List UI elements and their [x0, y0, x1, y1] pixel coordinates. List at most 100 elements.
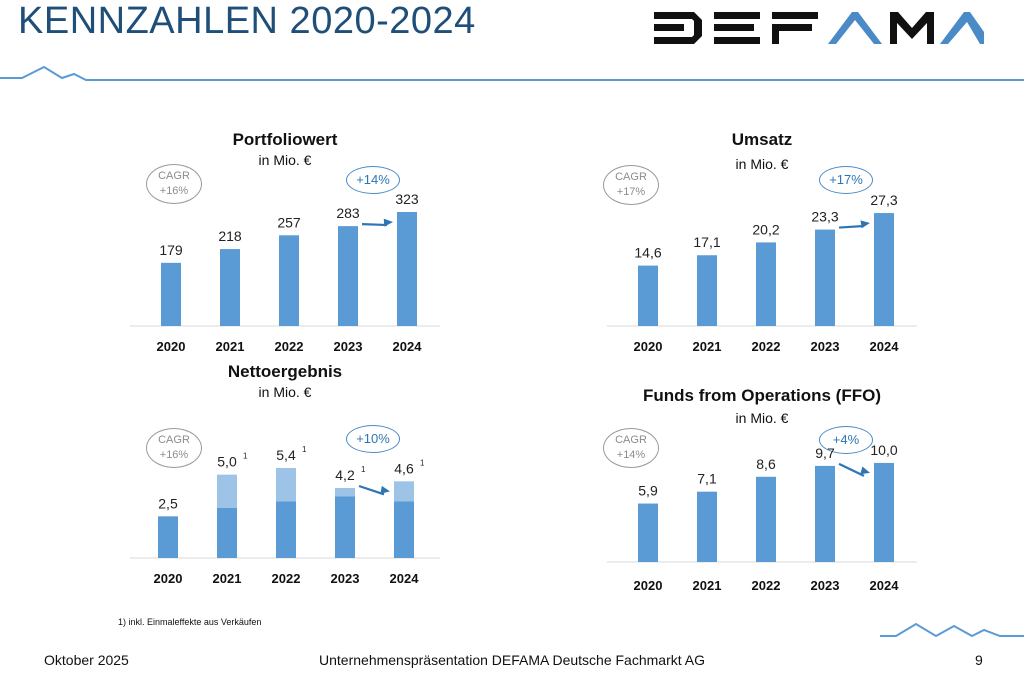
data-label-2024: 323 — [395, 191, 419, 207]
logo-letter-a2-roof — [940, 12, 984, 44]
footnote-mark-2022: 1 — [302, 445, 307, 454]
x-tick-label-2020: 2020 — [154, 571, 183, 586]
data-label-2022: 20,2 — [752, 221, 779, 237]
bar-2020 — [638, 265, 658, 326]
footnote-mark-2023: 1 — [361, 465, 366, 474]
cagr-value: +14% — [616, 449, 646, 461]
bar-oneoff-2021 — [217, 474, 237, 508]
data-label-2021: 5,0 — [217, 454, 237, 470]
cagr-value: +16% — [159, 449, 189, 461]
bar-oneoff-2024 — [394, 481, 414, 502]
chart-plot: 14,6 2020 17,1 2021 20,2 2022 23,3 2023 27,3 2024 — [607, 192, 917, 354]
bar-2022 — [279, 235, 299, 326]
bar-2022 — [276, 501, 296, 558]
chart-unit: in Mio. € — [735, 410, 789, 426]
x-tick-label-2021: 2021 — [213, 571, 242, 586]
bar-2024 — [397, 212, 417, 326]
footer-date: Oktober 2025 — [44, 652, 129, 668]
logo-letter-f — [772, 12, 818, 44]
cagr-badge: CAGR +17% — [603, 165, 659, 205]
bar-2023 — [815, 465, 835, 562]
growth-arrow-shaft — [838, 224, 865, 229]
x-tick-label-2024: 2024 — [870, 339, 900, 354]
cagr-label: CAGR — [615, 171, 647, 183]
x-tick-label-2024: 2024 — [390, 571, 420, 586]
data-label-2021: 7,1 — [697, 471, 717, 487]
x-tick-label-2022: 2022 — [272, 571, 301, 586]
page-title: KENNZAHLEN 2020-2024 — [18, 0, 476, 42]
x-tick-label-2022: 2022 — [752, 339, 781, 354]
x-tick-label-2020: 2020 — [634, 578, 663, 593]
data-label-2024: 4,6 — [394, 460, 414, 476]
chart-plot: 5,9 2020 7,1 2021 8,6 2022 9,7 2023 10,0 2024 — [607, 442, 917, 593]
growth-arrow-head — [860, 466, 870, 475]
defama-logo — [654, 12, 984, 44]
data-label-2022: 257 — [277, 214, 301, 230]
bar-2021 — [217, 508, 237, 558]
chart-umsatz: Umsatz in Mio. € CAGR +17% +17% 14,6 2020… — [597, 122, 927, 362]
cagr-label: CAGR — [158, 170, 190, 182]
growth-arrow-shaft — [361, 223, 388, 227]
bar-oneoff-2022 — [276, 468, 296, 502]
chart-title: Umsatz — [731, 130, 793, 149]
bar-2023 — [815, 229, 835, 326]
logo-letter-a-roof — [828, 12, 882, 44]
cagr-badge: CAGR +16% — [146, 428, 202, 468]
x-tick-label-2023: 2023 — [811, 578, 840, 593]
logo-letter-e — [714, 12, 760, 44]
chart-plot: 179 2020 218 2021 257 2022 283 2023 323 2024 — [130, 191, 440, 354]
chart-title: Funds from Operations (FFO) — [643, 386, 881, 405]
growth-arrow-shaft — [358, 484, 385, 496]
x-tick-label-2020: 2020 — [157, 339, 186, 354]
cagr-badge: CAGR +16% — [146, 164, 202, 204]
growth-arrow-head — [383, 218, 393, 227]
cagr-label: CAGR — [615, 434, 647, 446]
chart-ffo: Funds from Operations (FFO) in Mio. € CA… — [597, 354, 927, 594]
x-tick-label-2024: 2024 — [393, 339, 423, 354]
data-label-2022: 5,4 — [276, 447, 296, 463]
data-label-2020: 2,5 — [158, 495, 178, 511]
data-label-2023: 23,3 — [811, 209, 838, 225]
logo-letter-m — [890, 12, 934, 44]
x-tick-label-2021: 2021 — [693, 339, 722, 354]
footer-title: Unternehmenspräsentation DEFAMA Deutsche… — [319, 652, 705, 668]
data-label-2021: 17,1 — [693, 234, 720, 250]
growth-badge: +14% — [346, 166, 400, 194]
bar-2020 — [161, 262, 181, 326]
bar-2022 — [756, 476, 776, 562]
data-label-2024: 10,0 — [870, 442, 897, 458]
cagr-value: +16% — [159, 185, 189, 197]
cagr-value: +17% — [616, 186, 646, 198]
growth-badge: +4% — [819, 426, 873, 454]
x-tick-label-2021: 2021 — [216, 339, 245, 354]
bar-2024 — [874, 213, 894, 326]
x-tick-label-2022: 2022 — [752, 578, 781, 593]
bar-2024 — [874, 462, 894, 562]
x-tick-label-2023: 2023 — [811, 339, 840, 354]
logo-letter-d — [654, 12, 702, 44]
growth-arrow-head — [380, 485, 390, 494]
bar-2020 — [158, 516, 178, 558]
growth-badge: +17% — [819, 166, 873, 194]
x-tick-label-2024: 2024 — [870, 578, 900, 593]
chart-unit: in Mio. € — [258, 152, 312, 168]
footer-mountain-line — [880, 622, 1024, 638]
data-label-2024: 27,3 — [870, 192, 897, 208]
cagr-badge: CAGR +14% — [603, 428, 659, 468]
data-label-2023: 9,7 — [815, 445, 835, 461]
chart-title: Portfoliowert — [232, 130, 338, 149]
growth-arrow-shaft — [838, 462, 865, 477]
x-tick-label-2022: 2022 — [275, 339, 304, 354]
data-label-2022: 8,6 — [756, 456, 776, 472]
bar-2024 — [394, 501, 414, 558]
growth-arrow-head — [860, 220, 870, 229]
bar-2020 — [638, 503, 658, 562]
growth-badge: +10% — [346, 425, 400, 453]
page-number: 9 — [975, 652, 983, 668]
chart-plot: 2,5 2020 5,0 1 2021 5,4 1 2022 4,2 1 2023 4,6 1 2024 — [130, 445, 440, 586]
x-tick-label-2021: 2021 — [693, 578, 722, 593]
chart-title: Nettoergebnis — [227, 362, 343, 381]
chart-portfoliowert: Portfoliowert in Mio. € CAGR +16% +14% 1… — [120, 122, 450, 362]
bar-2022 — [756, 242, 776, 326]
cagr-label: CAGR — [158, 434, 190, 446]
